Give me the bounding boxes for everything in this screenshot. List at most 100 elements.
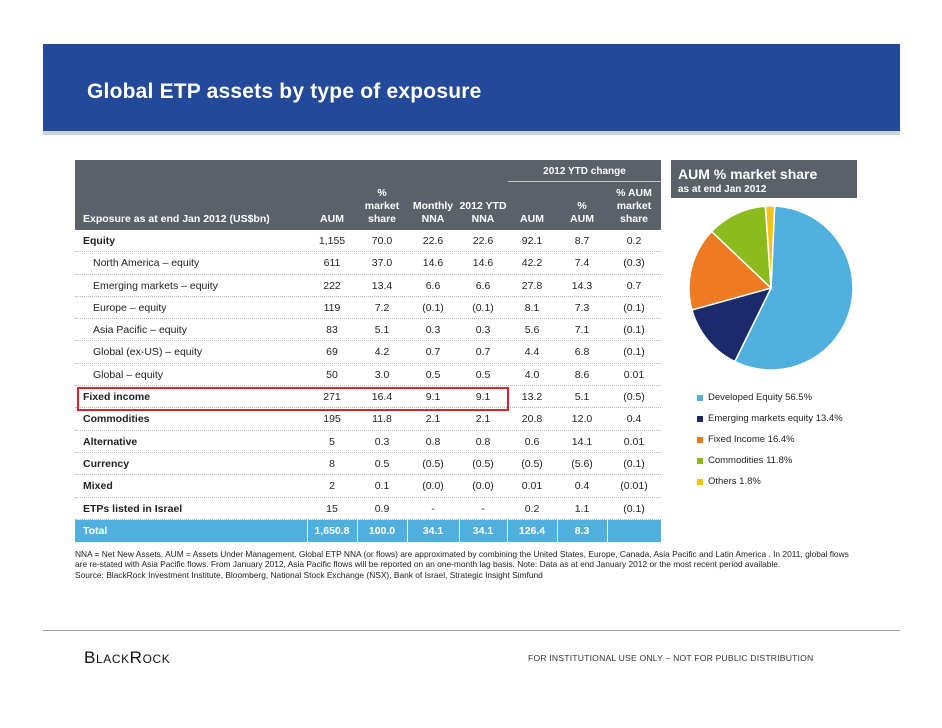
row-value: 42.2 [521,257,543,270]
row-label: Commodities [83,413,150,426]
row-value: 126.4 [518,524,546,537]
row-value: 0.4 [574,480,590,493]
exposure-table: 2012 YTD change Exposure as at end Jan 2… [75,160,661,543]
row-value: 16.4 [371,391,393,404]
column-separator [507,519,508,542]
row-value: 0.8 [425,435,441,448]
header-ytd-pct-share: % AUM market share [616,187,652,225]
legend-swatch [697,479,703,485]
header-ytd-nna: 2012 YTD NNA [459,200,507,225]
row-value: (0.5) [422,457,444,470]
total-row: Total 1,650.8 100.0 34.1 34.1 126.4 8.3 [75,519,661,543]
row-value: 0.5 [475,368,491,381]
row-value: 3.0 [374,368,390,381]
row-value: 0.8 [475,435,491,448]
row-value: 2 [329,480,335,493]
chart-header: AUM % market share as at end Jan 2012 [671,160,857,198]
row-value: 83 [326,324,338,337]
row-value: 12.0 [571,413,593,426]
row-value: 70.0 [371,235,393,247]
row-value: (0.0) [472,480,494,493]
title-bar: Global ETP assets by type of exposure [43,44,900,135]
row-value: 14.3 [571,279,593,292]
row-value: 7.1 [574,324,590,337]
row-value: 5.1 [374,324,390,337]
row-value: (0.5) [521,457,543,470]
footer-divider [43,630,900,631]
footnote: NNA = Net New Assets. AUM = Assets Under… [75,549,905,580]
legend-item: Commodities 11.8% [697,455,843,476]
row-value: 0.4 [626,413,642,426]
row-value: 7.2 [374,301,390,314]
row-label: Emerging markets – equity [93,279,218,292]
row-value: 2.1 [475,413,491,426]
row-value: 5.6 [524,324,540,337]
column-separator [357,519,358,542]
row-value: 0.2 [626,235,642,247]
row-value: 14.6 [472,257,494,270]
row-value: 4.0 [524,368,540,381]
row-value: 9.1 [425,391,441,404]
row-value: 2.1 [425,413,441,426]
column-separator [459,519,460,542]
pie-slice [733,205,854,371]
column-separator [607,519,608,542]
footer-disclaimer: FOR INSTITUTIONAL USE ONLY – NOT FOR PUB… [528,653,814,663]
market-share-pie [688,205,854,371]
row-value: - [481,502,485,515]
table-row: Global (ex-US) – equity 69 4.2 0.7 0.7 4.4 6.8… [75,341,661,364]
row-value: 7.3 [574,301,590,314]
row-value: 1,650.8 [314,524,350,537]
legend-label: Commodities 11.8% [708,455,793,466]
legend-swatch [697,416,703,422]
row-value: (0.1) [422,301,444,314]
table-row: Europe – equity 119 7.2 (0.1) (0.1) 8.1 7.3 (0.… [75,297,661,320]
row-value: 0.7 [425,346,441,359]
footnote-line: are re-stated with Asia Pacific flows. F… [75,559,781,570]
row-value: 8 [329,457,335,470]
table-row: Commodities 195 11.8 2.1 2.1 20.8 12.0 0.4 [75,408,661,431]
table-row: ETPs listed in Israel 15 0.9 - - 0.2 1.1 (0.1) [75,498,661,520]
row-value: 222 [323,279,341,292]
row-label: North America – equity [93,257,200,270]
row-value: (0.1) [623,502,645,515]
column-separator [557,519,558,542]
row-value: 8.1 [524,301,540,314]
row-label: Mixed [83,480,113,493]
row-value: 11.8 [372,413,392,426]
row-value: 5 [329,435,335,448]
row-value: 14.6 [422,257,444,270]
legend-label: Emerging markets equity 13.4% [708,413,843,424]
row-value: 15 [326,502,338,515]
table-row: Mixed 2 0.1 (0.0) (0.0) 0.01 0.4 (0.01) [75,475,661,498]
table-row: Emerging markets – equity 222 13.4 6.6 6.6 27… [75,275,661,297]
row-value: 0.3 [374,435,390,448]
row-value: 4.2 [374,346,390,359]
row-value: (0.1) [623,324,645,337]
table-row: North America – equity 611 37.0 14.6 14.6 42.… [75,252,661,275]
row-value: 69 [326,346,338,359]
row-value: 22.6 [472,235,494,247]
row-value: (0.3) [623,257,645,270]
header-monthly-nna: Monthly NNA [412,200,454,225]
legend-item: Developed Equity 56.5% [697,392,843,413]
row-value: 8.6 [574,368,590,381]
legend-item: Others 1.8% [697,476,843,497]
row-value: 0.3 [475,324,491,337]
table-row: Currency 8 0.5 (0.5) (0.5) (0.5) (5.6) (0.1) [75,453,661,476]
row-label: Global – equity [93,368,164,381]
pie-slice [688,230,773,311]
row-value: 0.01 [623,435,645,448]
header-market-share: % market share [364,187,400,225]
row-label: Alternative [83,435,138,448]
legend-item: Emerging markets equity 13.4% [697,413,843,434]
row-value: (0.5) [623,391,645,404]
row-value: 13.2 [521,391,543,404]
row-value: 13.4 [371,279,393,292]
row-value: (0.1) [623,346,645,359]
table-row: Alternative 5 0.3 0.8 0.8 0.6 14.1 0.01 [75,431,661,453]
row-value: 0.5 [374,457,390,470]
row-label: Asia Pacific – equity [93,324,187,337]
row-value: 37.0 [371,257,393,270]
table-row: Asia Pacific – equity 83 5.1 0.3 0.3 5.6 7.1 (0… [75,319,661,342]
